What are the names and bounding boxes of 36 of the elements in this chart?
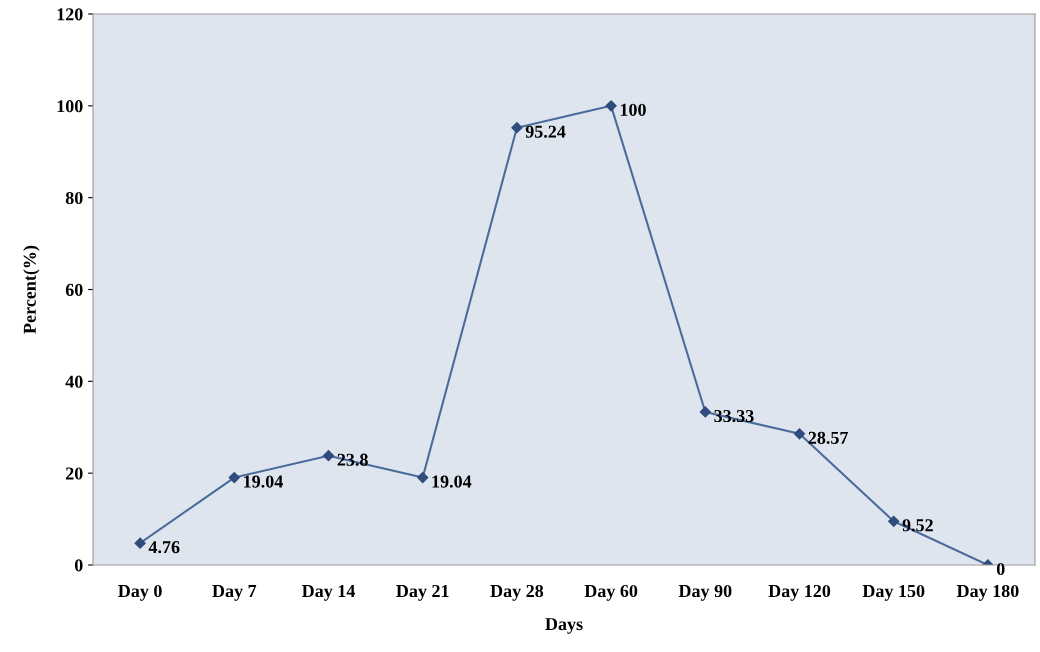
x-tick-label: Day 60 [584,584,638,601]
point [511,122,523,134]
data-label: 19.04 [244,475,283,488]
y-tick-label: 40 [65,375,83,388]
x-tick-label: Day 14 [301,585,355,601]
data-label: 19.04 [432,475,472,488]
y-tick-label: 0 [74,559,83,572]
point [888,515,900,527]
x-tick-label: Day 150 [862,584,925,601]
data-label: 95.24 [525,125,566,138]
point [134,537,146,549]
point [793,428,806,440]
data-label: 100 [620,103,646,116]
y-tick-label: 20 [65,467,83,480]
y-tick-label: 100 [57,100,83,113]
x-tick-label: Day 0 [118,584,162,601]
point [417,471,429,484]
x-tick-label: Day 28 [490,584,544,601]
x-tick-label: Day 120 [768,584,831,601]
y-axis-title: Percent(%) [23,245,40,334]
data-label: 0 [996,562,1005,576]
x-tick-label: Day 21 [396,584,449,601]
point [322,450,335,462]
x-tick-label: Day 7 [212,585,257,601]
point [605,100,617,112]
y-tick-label: 60 [65,283,83,296]
data-label: 4.76 [148,541,180,554]
y-tick-label: 120 [57,8,83,21]
x-tick-label: Day 90 [678,584,732,601]
x-tick-label: Day 180 [956,584,1019,601]
data-label: 28.57 [808,431,849,444]
data-label: 9.52 [902,519,933,532]
x-axis-title: Days [545,618,583,634]
y-tick-label: 80 [65,191,83,205]
point [699,406,711,418]
point [228,471,240,484]
